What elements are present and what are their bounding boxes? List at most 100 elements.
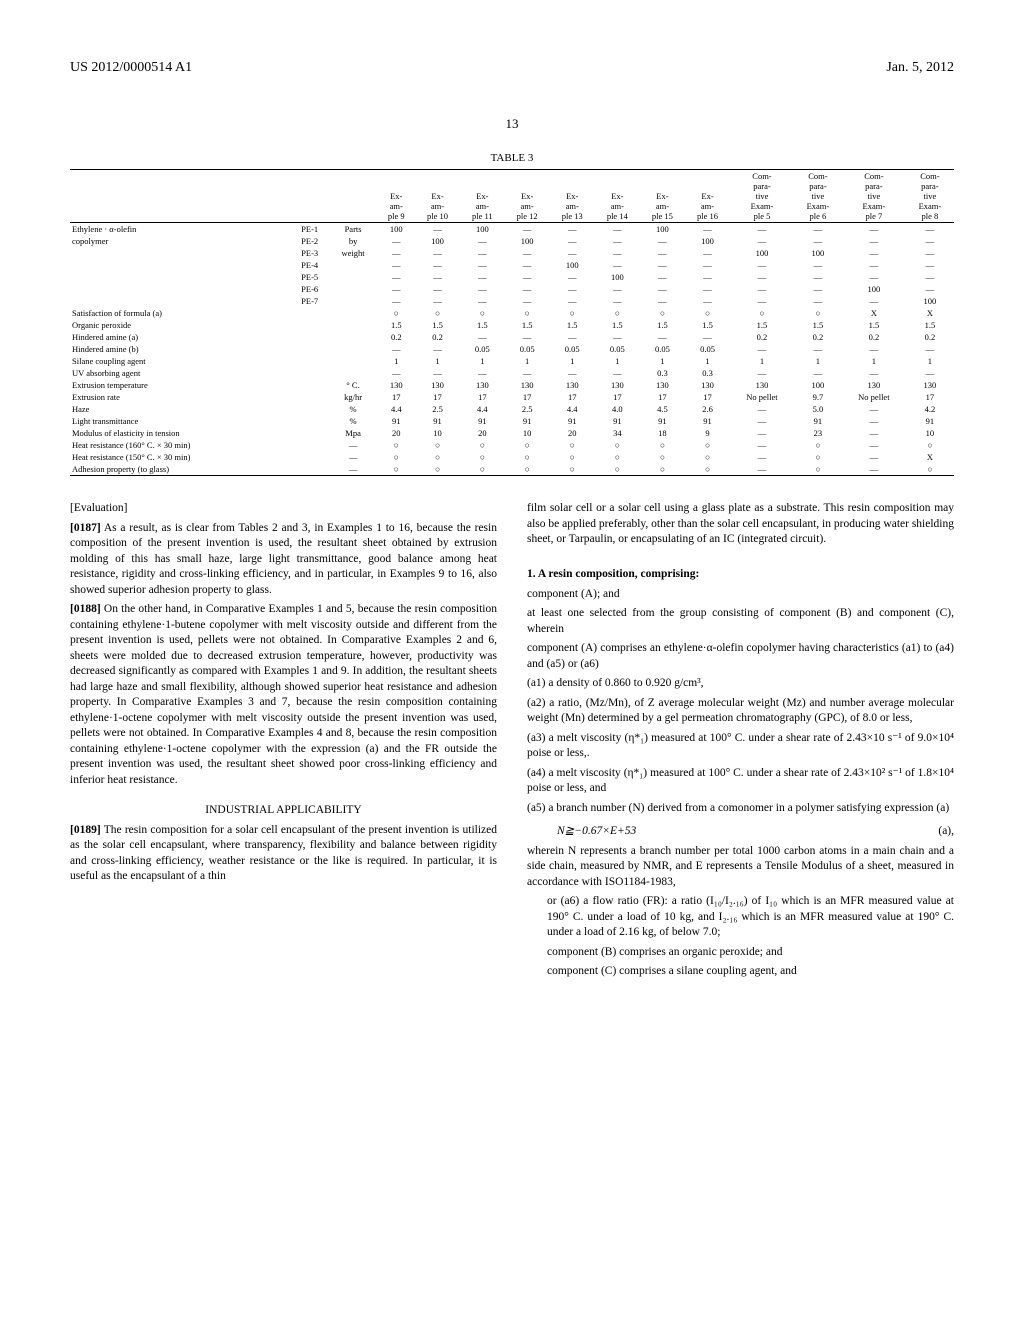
table-cell: 0.2 [730, 331, 794, 343]
table-cell: 91 [550, 415, 595, 427]
table-cell: 91 [595, 415, 640, 427]
table-cell: ○ [595, 463, 640, 476]
table-cell: 100 [842, 283, 906, 295]
table-cell: 100 [730, 247, 794, 259]
table-cell: 20 [550, 427, 595, 439]
table-cell: 1.5 [794, 319, 842, 331]
section-title: INDUSTRIAL APPLICABILITY [70, 803, 497, 819]
table-header [70, 170, 291, 223]
table-cell: Silane coupling agent [70, 355, 291, 367]
table-cell [291, 439, 329, 451]
table-cell: ○ [550, 463, 595, 476]
table-cell: 1 [550, 355, 595, 367]
table-cell [291, 343, 329, 355]
table-cell: — [595, 247, 640, 259]
table-cell: — [906, 343, 954, 355]
table-cell: — [415, 247, 460, 259]
table-cell: ○ [730, 307, 794, 319]
table-cell: — [595, 367, 640, 379]
table-cell: — [595, 259, 640, 271]
table-cell: ○ [640, 439, 685, 451]
table-cell: 0.2 [415, 331, 460, 343]
table-cell: ○ [794, 463, 842, 476]
table-header: Ex-am-ple 11 [460, 170, 505, 223]
table-cell: — [730, 415, 794, 427]
table-cell: 1 [906, 355, 954, 367]
table-cell: PE-6 [291, 283, 329, 295]
table-cell: — [842, 463, 906, 476]
table-cell: 4.4 [550, 403, 595, 415]
table-cell: — [550, 247, 595, 259]
table-cell: 130 [595, 379, 640, 391]
table-cell: Haze [70, 403, 291, 415]
table-cell [70, 295, 291, 307]
table-cell: 0.05 [595, 343, 640, 355]
table-cell: — [842, 295, 906, 307]
table-row: copolymerPE-2by—100—100———100———— [70, 235, 954, 247]
table-cell [291, 463, 329, 476]
table-cell: — [842, 343, 906, 355]
table-cell: 9 [685, 427, 730, 439]
table-cell: 91 [685, 415, 730, 427]
table-cell: 130 [550, 379, 595, 391]
table-cell: 1 [730, 355, 794, 367]
table-cell: 100 [794, 247, 842, 259]
table-cell: ○ [378, 463, 415, 476]
table-header: Ex-am-ple 14 [595, 170, 640, 223]
table-header: Com-para-tiveExam-ple 7 [842, 170, 906, 223]
table-cell: 17 [595, 391, 640, 403]
table-header: Ex-am-ple 13 [550, 170, 595, 223]
table-cell: — [794, 367, 842, 379]
table-cell: — [378, 259, 415, 271]
table-cell: 4.4 [460, 403, 505, 415]
table-cell: 4.0 [595, 403, 640, 415]
claim-line: (a4) a melt viscosity (η*₁) measured at … [527, 766, 954, 797]
claim-1-lead: 1. A resin composition, comprising: [527, 567, 954, 583]
table-cell: 1.5 [906, 319, 954, 331]
table-cell: Extrusion temperature [70, 379, 291, 391]
table-cell: 1.5 [378, 319, 415, 331]
table-cell: — [906, 247, 954, 259]
table-cell: kg/hr [329, 391, 378, 403]
table-cell: 1.5 [550, 319, 595, 331]
table-cell: 17 [505, 391, 550, 403]
table-cell: — [505, 271, 550, 283]
publication-number: US 2012/0000514 A1 [70, 60, 192, 76]
table-cell: ○ [640, 307, 685, 319]
table-cell: 18 [640, 427, 685, 439]
table-cell: — [906, 367, 954, 379]
table-cell: — [378, 367, 415, 379]
table-cell: 0.2 [378, 331, 415, 343]
para-num: [0189] [70, 824, 101, 836]
right-column: film solar cell or a solar cell using a … [527, 501, 954, 984]
table-row: PE-3weight————————100100—— [70, 247, 954, 259]
table-cell: — [378, 283, 415, 295]
table-cell: PE-1 [291, 223, 329, 236]
table-cell: — [550, 367, 595, 379]
table-cell [329, 355, 378, 367]
page-header: US 2012/0000514 A1 Jan. 5, 2012 [70, 60, 954, 76]
table-cell: 1.5 [505, 319, 550, 331]
table-cell: — [794, 271, 842, 283]
publication-date: Jan. 5, 2012 [886, 60, 954, 76]
table-cell: — [685, 223, 730, 236]
table-cell: — [730, 271, 794, 283]
table-cell: ○ [640, 463, 685, 476]
table-cell: ○ [685, 439, 730, 451]
table-cell: — [730, 439, 794, 451]
table-cell: — [640, 235, 685, 247]
table-cell: ○ [460, 307, 505, 319]
table-cell: ○ [685, 463, 730, 476]
table-header: Ex-am-ple 15 [640, 170, 685, 223]
table-cell: — [685, 295, 730, 307]
table-cell: No pellet [730, 391, 794, 403]
claim-line: (a5) a branch number (N) derived from a … [527, 801, 954, 817]
table-cell: — [550, 283, 595, 295]
table-cell: — [730, 283, 794, 295]
table-cell: ○ [685, 451, 730, 463]
table-cell: 5.0 [794, 403, 842, 415]
table-cell: 17 [378, 391, 415, 403]
table-cell: 23 [794, 427, 842, 439]
table-cell: — [685, 283, 730, 295]
table-cell: ○ [378, 451, 415, 463]
